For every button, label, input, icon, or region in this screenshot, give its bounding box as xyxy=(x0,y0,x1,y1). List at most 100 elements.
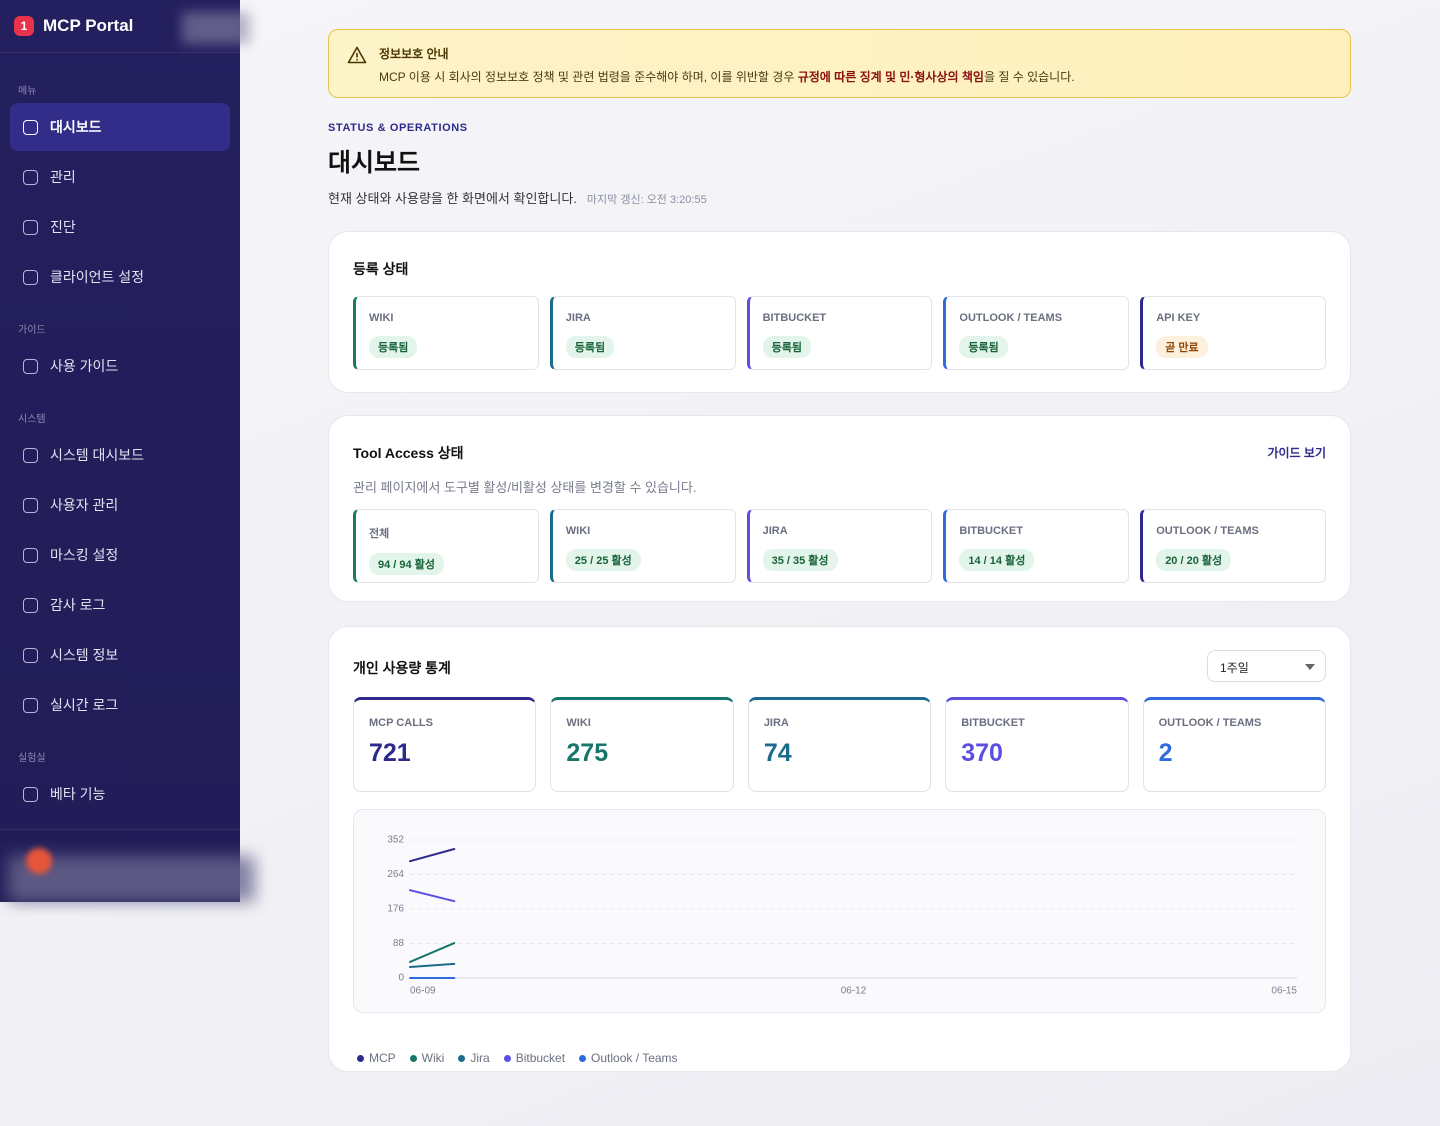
status-name: OUTLOOK / TEAMS xyxy=(1156,525,1259,537)
series-line xyxy=(409,942,456,963)
status-pill: 등록됨 xyxy=(369,336,418,358)
nav-icon xyxy=(23,547,38,563)
notice-emphasis: 규정에 따른 징계 및 민·형사상의 책임 xyxy=(797,70,984,84)
y-tick-label: 176 xyxy=(387,904,404,915)
nav-item[interactable]: 사용 가이드 xyxy=(10,342,230,390)
status-name: OUTLOOK / TEAMS xyxy=(959,312,1063,324)
legend-label: Outlook / Teams xyxy=(591,1051,678,1065)
status-card: 전체 94 / 94 활성 xyxy=(353,509,539,583)
nav-item[interactable]: 시스템 대시보드 xyxy=(10,431,230,479)
usage-card: 개인 사용량 통계 1주일 MCP CALLS 721 WIKI 275 JIRA 74 B… xyxy=(328,626,1351,1072)
legend-swatch xyxy=(409,1054,417,1062)
status-name: WIKI xyxy=(369,312,394,324)
nav-text: 시스템 정보 xyxy=(50,647,119,663)
nav-icon xyxy=(23,269,38,285)
nav-text: 진단 xyxy=(50,219,76,235)
stat-card: OUTLOOK / TEAMS 2 xyxy=(1142,697,1327,792)
status-name: 전체 xyxy=(369,528,390,540)
nav-item[interactable]: 실시간 로그 xyxy=(10,681,230,729)
stat-value: 721 xyxy=(369,739,411,767)
status-card: BITBUCKET 14 / 14 활성 xyxy=(943,509,1130,583)
legend-label: Jira xyxy=(470,1051,490,1065)
nav-item[interactable]: 베타 기능 xyxy=(10,770,230,818)
nav-item[interactable]: 대시보드 xyxy=(10,103,230,151)
notice-text: MCP 이용 시 회사의 정보보호 정책 및 관련 법령을 준수해야 하며, 이… xyxy=(379,70,798,84)
divider xyxy=(0,829,240,830)
x-tick-label: 06-15 xyxy=(1271,986,1297,997)
guide-link[interactable]: 가이드 보기 xyxy=(1267,446,1326,460)
nav-icon xyxy=(23,597,38,613)
legend-item: Wiki xyxy=(409,1030,445,1086)
nav-item[interactable]: 시스템 정보 xyxy=(10,631,230,679)
nav-text: 베타 기능 xyxy=(50,786,106,802)
legend-swatch xyxy=(357,1054,364,1062)
card-title: 개인 사용량 통계 xyxy=(353,660,451,676)
series-line xyxy=(409,848,456,863)
card-title: 등록 상태 xyxy=(353,261,409,277)
y-tick-label: 0 xyxy=(398,973,404,984)
status-pill: 35 / 35 활성 xyxy=(762,549,838,571)
status-card: OUTLOOK / TEAMS 등록됨 xyxy=(943,296,1130,370)
stat-card: BITBUCKET 370 xyxy=(945,697,1129,792)
notice-title: 정보보호 안내 xyxy=(379,47,449,61)
nav-text: 관리 xyxy=(50,169,76,185)
status-pill: 20 / 20 활성 xyxy=(1156,549,1232,571)
main: 정보보호 안내 MCP 이용 시 회사의 정보보호 정책 및 관련 법령을 준수… xyxy=(328,29,1351,1072)
nav-section-label: 시스템 xyxy=(18,414,46,425)
status-name: BITBUCKET xyxy=(762,312,827,324)
notice: 정보보호 안내 MCP 이용 시 회사의 정보보호 정책 및 관련 법령을 준수… xyxy=(328,29,1351,98)
stat-label: WIKI xyxy=(566,717,591,729)
nav-item[interactable]: 관리 xyxy=(10,153,230,201)
status-name: JIRA xyxy=(565,312,591,324)
stat-card: JIRA 74 xyxy=(747,697,932,792)
series-line xyxy=(409,889,456,903)
stat-value: 2 xyxy=(1158,739,1173,767)
nav-icon xyxy=(23,447,38,463)
legend-swatch xyxy=(458,1054,466,1062)
nav-icon xyxy=(23,647,38,663)
updated: 마지막 갱신: 오전 3:20:55 xyxy=(586,194,707,206)
x-tick-label: 06-09 xyxy=(410,986,436,997)
subtitle: 현재 상태와 사용량을 한 화면에서 확인합니다. xyxy=(328,191,577,206)
legend-label: Wiki xyxy=(421,1051,445,1065)
nav-item[interactable]: 클라이언트 설정 xyxy=(10,253,230,301)
x-tick-label: 06-12 xyxy=(841,986,867,997)
nav-text: 감사 로그 xyxy=(50,597,106,613)
y-tick-label: 264 xyxy=(387,869,404,880)
nav-item[interactable]: 감사 로그 xyxy=(10,581,230,629)
status-card: API KEY 곧 만료 xyxy=(1140,296,1326,370)
nav-text: 실시간 로그 xyxy=(50,697,119,713)
stat-label: JIRA xyxy=(763,717,789,729)
eyebrow: STATUS & OPERATIONS xyxy=(328,122,468,134)
nav-icon xyxy=(23,358,38,374)
stat-value: 275 xyxy=(566,739,609,767)
brand[interactable]: 1 MCP Portal xyxy=(14,16,133,36)
stat-value: 370 xyxy=(961,739,1003,767)
stat-label: OUTLOOK / TEAMS xyxy=(1158,717,1262,729)
status-pill: 94 / 94 활성 xyxy=(369,553,444,575)
period-select[interactable]: 1주일 xyxy=(1207,650,1326,682)
nav: 메뉴 대시보드 관리 진단 클라이언트 설정 가이드 사용 가이드 시스템 시스템 대시보드 사용… xyxy=(10,64,230,820)
nav-icon xyxy=(23,219,38,235)
status-pill: 14 / 14 활성 xyxy=(959,549,1035,571)
stat-label: MCP CALLS xyxy=(369,717,433,729)
stat-label: BITBUCKET xyxy=(961,717,1025,729)
nav-item[interactable]: 사용자 관리 xyxy=(10,481,230,529)
card-description: 관리 페이지에서 도구별 활성/비활성 상태를 변경할 수 있습니다. xyxy=(353,480,697,495)
nav-text: 대시보드 xyxy=(50,119,102,135)
status-row: WIKI 등록됨 JIRA 등록됨 BITBUCKET 등록됨 OUTLOOK / TEAM… xyxy=(353,296,1326,370)
status-name: WIKI xyxy=(565,525,591,537)
status-pill: 등록됨 xyxy=(565,336,615,358)
status-card: BITBUCKET 등록됨 xyxy=(746,296,933,370)
nav-item[interactable]: 마스킹 설정 xyxy=(10,531,230,579)
nav-icon xyxy=(23,697,38,713)
subtitle-row: 현재 상태와 사용량을 한 화면에서 확인합니다. 마지막 갱신: 오전 3:20… xyxy=(328,188,1351,207)
status-card: OUTLOOK / TEAMS 20 / 20 활성 xyxy=(1140,509,1326,583)
nav-section-label: 가이드 xyxy=(18,325,46,336)
status-card: JIRA 등록됨 xyxy=(549,296,736,370)
series-line xyxy=(409,962,456,968)
nav-icon xyxy=(23,169,38,185)
nav-item[interactable]: 진단 xyxy=(10,203,230,251)
stat-card: MCP CALLS 721 xyxy=(353,697,537,792)
